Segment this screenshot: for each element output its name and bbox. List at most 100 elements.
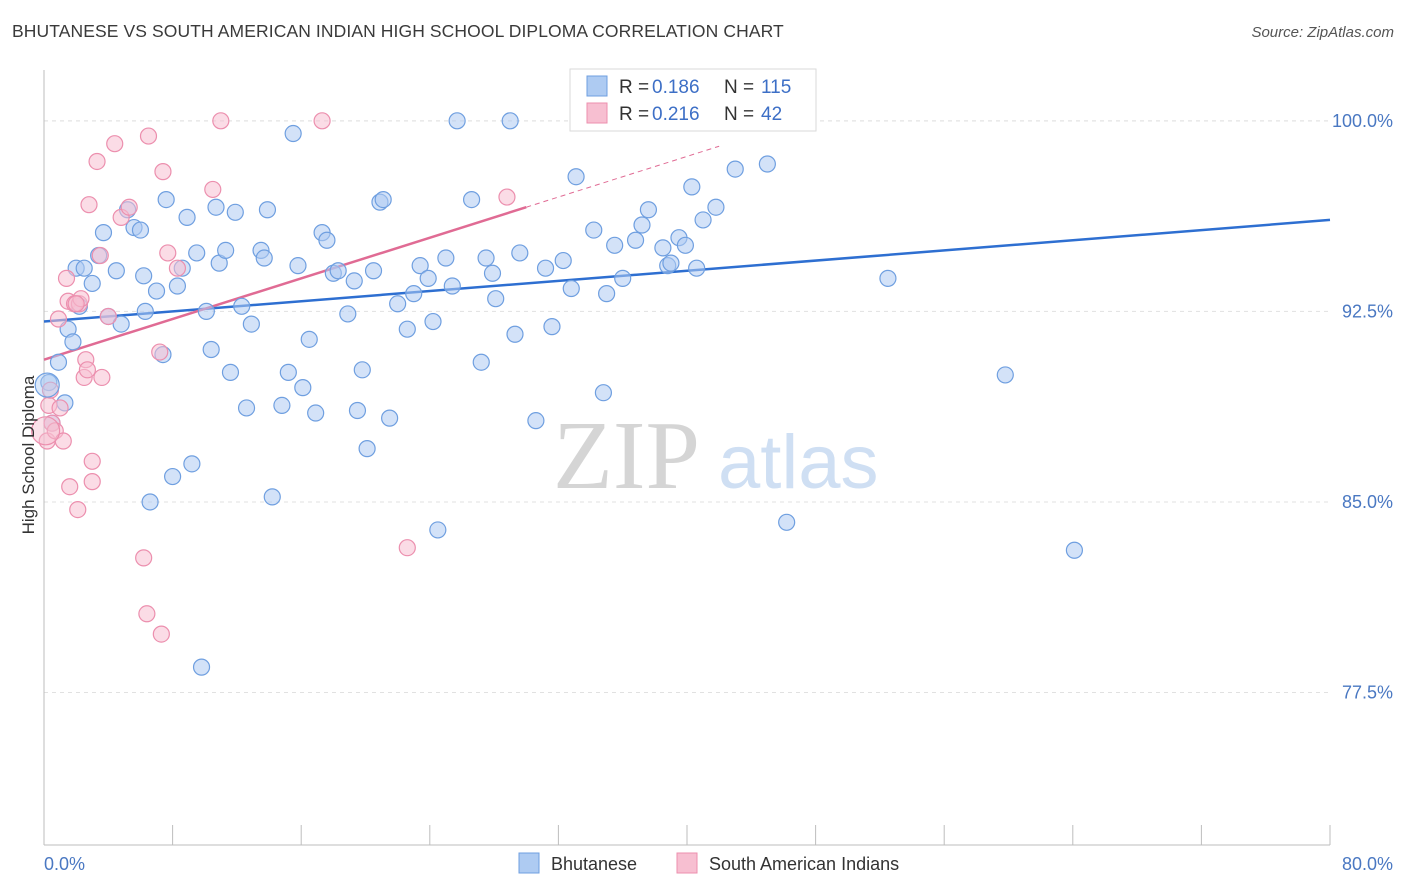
data-points: [31, 112, 1084, 676]
point-bhutanese: [112, 315, 130, 333]
point-bhutanese: [419, 269, 437, 287]
point-bhutanese: [202, 340, 220, 359]
point-south-american-indians: [159, 244, 177, 262]
point-bhutanese: [233, 297, 251, 315]
point-bhutanese: [707, 198, 725, 216]
trend-line-dashed-extension: [526, 145, 720, 208]
point-bhutanese: [676, 236, 694, 254]
point-south-american-indians: [168, 259, 187, 277]
point-bhutanese: [237, 399, 256, 417]
point-bhutanese: [300, 330, 318, 348]
point-bhutanese: [429, 521, 447, 539]
trend-lines: [43, 145, 1331, 361]
point-bhutanese: [633, 216, 651, 234]
point-bhutanese: [562, 279, 580, 298]
x-tick-labels: 0.0% 80.0%: [44, 854, 1393, 874]
point-bhutanese: [567, 168, 585, 186]
point-south-american-indians: [83, 473, 101, 491]
point-bhutanese: [183, 455, 201, 473]
point-south-american-indians: [51, 399, 69, 417]
point-bhutanese: [358, 440, 376, 458]
point-south-american-indians: [120, 198, 138, 216]
point-south-american-indians: [78, 361, 97, 379]
point-bhutanese: [141, 493, 159, 511]
point-bhutanese: [339, 305, 357, 323]
point-bhutanese: [554, 251, 572, 270]
point-bhutanese: [49, 353, 68, 371]
point-bhutanese: [258, 201, 277, 219]
point-bhutanese: [348, 401, 367, 420]
point-bhutanese: [606, 236, 624, 254]
legend-n-label: N =: [724, 104, 754, 125]
point-bhutanese: [462, 190, 481, 209]
y-tick-label: 85.0%: [1342, 492, 1393, 512]
legend-swatch-bhutanese: [518, 852, 540, 874]
point-bhutanese: [598, 285, 616, 303]
point-bhutanese: [472, 353, 490, 371]
point-bhutanese: [374, 190, 392, 209]
point-bhutanese: [164, 467, 182, 486]
point-bhutanese: [75, 259, 93, 277]
point-south-american-indians: [398, 539, 416, 557]
legend-r-label: R =: [619, 77, 649, 98]
legend-swatch: [586, 102, 608, 124]
point-south-american-indians: [57, 269, 76, 287]
point-bhutanese: [511, 244, 529, 262]
point-bhutanese: [437, 249, 455, 267]
legend-label-south-american-indians: South American Indians: [709, 854, 899, 874]
point-bhutanese: [289, 257, 307, 275]
y-tick-labels: 77.5% 85.0% 92.5% 100.0%: [1332, 111, 1393, 703]
point-bhutanese: [64, 333, 82, 351]
legend-label-bhutanese: Bhutanese: [551, 854, 637, 874]
trend-line-south-american-indians: [43, 206, 527, 361]
point-south-american-indians: [313, 112, 331, 130]
point-bhutanese: [398, 320, 416, 338]
point-south-american-indians: [61, 478, 79, 496]
chart-source: Source: ZipAtlas.com: [1251, 24, 1394, 41]
point-south-american-indians: [151, 343, 169, 361]
point-bhutanese: [353, 361, 371, 379]
x-tick-label: 0.0%: [44, 854, 85, 874]
point-south-american-indians: [152, 625, 170, 643]
point-bhutanese: [585, 221, 603, 239]
point-bhutanese: [639, 201, 658, 219]
point-bhutanese: [307, 404, 325, 422]
point-bhutanese: [626, 231, 645, 249]
point-bhutanese: [318, 231, 336, 249]
point-bhutanese: [221, 363, 240, 381]
point-bhutanese: [168, 277, 187, 295]
point-bhutanese: [477, 249, 495, 267]
point-south-american-indians: [498, 188, 516, 206]
point-bhutanese: [654, 239, 672, 257]
y-tick-label: 77.5%: [1342, 683, 1393, 703]
point-south-american-indians: [154, 163, 172, 181]
point-bhutanese: [443, 277, 461, 295]
point-bhutanese: [178, 208, 196, 226]
point-south-american-indians: [138, 605, 156, 623]
point-bhutanese: [694, 211, 712, 229]
point-bhutanese: [94, 224, 113, 242]
point-south-american-indians: [31, 416, 61, 446]
point-bhutanese: [527, 412, 545, 430]
point-bhutanese: [364, 262, 383, 280]
point-bhutanese: [284, 124, 302, 143]
point-bhutanese: [996, 366, 1014, 384]
point-bhutanese: [107, 262, 125, 280]
point-bhutanese: [543, 318, 561, 336]
point-bhutanese: [192, 658, 211, 676]
point-south-american-indians: [83, 452, 101, 470]
y-tick-label: 92.5%: [1342, 301, 1393, 321]
point-bhutanese: [147, 282, 166, 300]
point-south-american-indians: [67, 295, 85, 313]
legend-n-label: N =: [724, 77, 754, 98]
watermark-atlas: atlas: [718, 420, 879, 505]
legend-frame: [569, 68, 817, 132]
point-bhutanese: [345, 272, 363, 290]
point-south-american-indians: [106, 135, 124, 153]
point-bhutanese: [501, 112, 519, 130]
point-bhutanese: [411, 257, 429, 275]
point-bhutanese: [683, 178, 701, 196]
point-south-american-indians: [204, 180, 222, 199]
point-south-american-indians: [99, 307, 117, 326]
point-bhutanese: [614, 269, 632, 287]
